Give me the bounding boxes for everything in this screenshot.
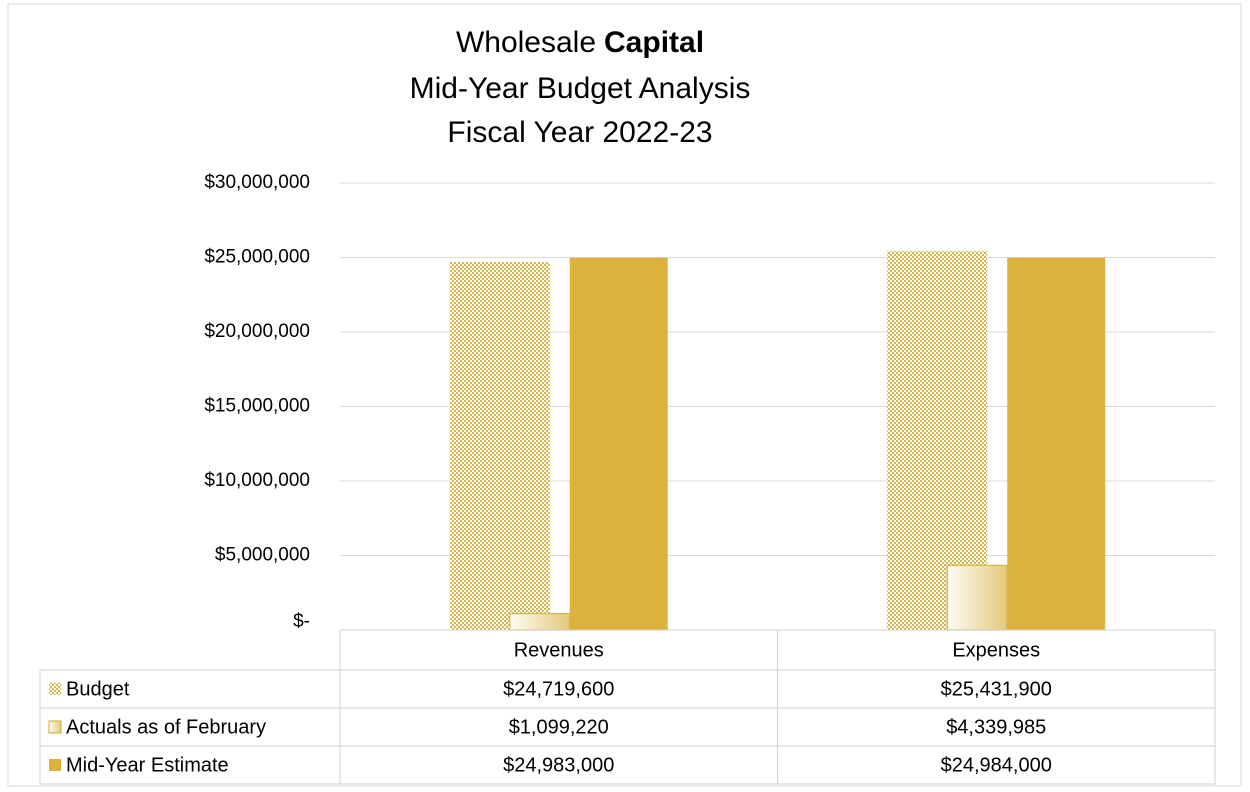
title-bold: Capital	[604, 26, 704, 59]
title-text: Wholesale	[456, 26, 596, 59]
legend-label: Budget	[66, 678, 130, 700]
y-tick-label: $15,000,000	[204, 396, 310, 417]
y-tick-label: $20,000,000	[204, 321, 310, 342]
chart-title: Wholesale Capital	[456, 26, 704, 59]
table-value: $24,984,000	[941, 754, 1052, 776]
table-value: $25,431,900	[941, 678, 1052, 700]
bar	[946, 564, 1008, 631]
table-value: $24,719,600	[503, 678, 614, 700]
y-tick-label: $10,000,000	[204, 470, 310, 491]
bar	[569, 257, 668, 630]
y-tick-label: $30,000,000	[204, 172, 310, 193]
legend-key	[48, 720, 62, 734]
subtitle: Fiscal Year 2022-23	[447, 116, 712, 149]
bar	[449, 261, 550, 630]
legend-label: Actuals as of February	[66, 716, 266, 738]
subtitle: Mid-Year Budget Analysis	[410, 72, 751, 105]
table-value: $4,339,985	[946, 716, 1046, 738]
x-tick-label: Revenues	[514, 639, 604, 661]
legend-key	[49, 759, 61, 771]
legend-key	[49, 683, 61, 695]
table-value: $1,099,220	[509, 716, 609, 738]
x-tick-label: Expenses	[952, 639, 1040, 661]
bar	[509, 613, 571, 631]
bar	[1007, 257, 1106, 630]
legend-label: Mid-Year Estimate	[66, 754, 229, 776]
frame	[7, 3, 1242, 787]
y-tick-label: $-	[293, 611, 310, 632]
y-tick-label: $5,000,000	[215, 545, 310, 566]
y-tick-label: $25,000,000	[204, 247, 310, 268]
table-value: $24,983,000	[503, 754, 614, 776]
